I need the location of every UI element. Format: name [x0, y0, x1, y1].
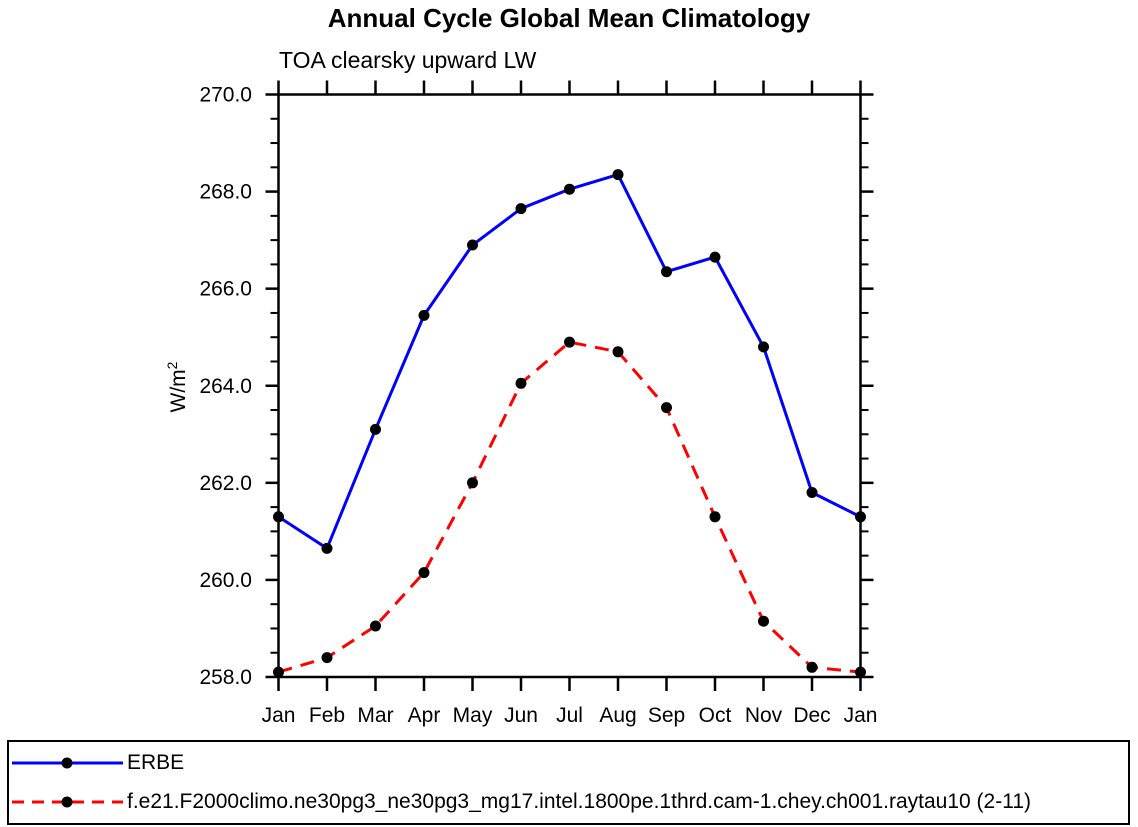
data-point-series-1: [467, 477, 478, 489]
legend: ERBE f.e21.F2000climo.ne30pg3_ne30pg3_mg…: [7, 740, 1130, 825]
data-point-series-0: [709, 251, 721, 263]
data-point-series-1: [806, 661, 818, 673]
x-axis-tick-label: Dec: [793, 704, 830, 727]
x-axis-tick-label: Jul: [556, 704, 583, 727]
data-point-series-1: [612, 346, 624, 358]
data-point-series-0: [515, 203, 527, 215]
legend-swatch-solid-line: [12, 757, 123, 769]
x-axis-tick-label: Aug: [599, 704, 636, 727]
data-point-series-1: [661, 402, 672, 414]
data-point-series-0: [321, 542, 333, 554]
legend-swatch-dashed-line: [12, 796, 123, 808]
data-point-series-1: [758, 615, 769, 627]
data-point-series-1: [418, 567, 430, 579]
plot-frame: [277, 93, 862, 679]
data-point-series-1: [564, 336, 575, 348]
y-axis-tick-label: 268.0: [199, 181, 252, 204]
x-axis-tick-label: Jun: [504, 704, 538, 727]
y-axis-tick-label: 266.0: [199, 278, 252, 301]
x-axis-tick-label: Jan: [262, 704, 296, 727]
y-axis-tick-label: 270.0: [199, 84, 252, 107]
y-axis-tick-label: 262.0: [199, 472, 252, 495]
legend-item-model-run: f.e21.F2000climo.ne30pg3_ne30pg3_mg17.in…: [9, 783, 1128, 821]
y-axis-tick-label: 260.0: [199, 569, 252, 592]
legend-marker-dot: [61, 757, 73, 769]
x-axis-tick-label: May: [453, 704, 493, 727]
data-point-series-0: [758, 341, 769, 353]
data-point-series-1: [370, 620, 381, 632]
chart-subtitle: TOA clearsky upward LW: [279, 47, 537, 73]
x-axis-tick-label: Apr: [408, 704, 441, 727]
data-point-series-0: [418, 309, 430, 321]
y-axis-tick-label: 264.0: [199, 375, 252, 398]
chart-title: Annual Cycle Global Mean Climatology: [327, 3, 811, 33]
legend-label-model-run: f.e21.F2000climo.ne30pg3_ne30pg3_mg17.in…: [127, 790, 1032, 814]
x-axis-tick-label: Jan: [844, 704, 878, 727]
data-point-series-0: [612, 169, 624, 181]
x-axis-tick-label: Sep: [648, 704, 685, 727]
legend-marker-dot: [61, 796, 73, 808]
data-point-series-0: [564, 183, 575, 195]
y-axis-tick-label: 258.0: [199, 666, 252, 689]
x-axis-tick-label: Mar: [357, 704, 393, 727]
data-point-series-0: [370, 423, 381, 435]
line-chart-plot-area: 258.0 260.0 262.0 264.0 266.0 268.0 270.0 Jan Fe…: [199, 80, 878, 727]
data-point-series-0: [806, 487, 818, 498]
data-point-series-1: [515, 377, 527, 389]
legend-label-erbe: ERBE: [127, 750, 185, 774]
data-point-series-1: [709, 511, 721, 523]
data-point-series-0: [661, 266, 672, 278]
legend-item-erbe: ERBE: [9, 744, 1128, 782]
data-point-series-1: [321, 652, 333, 664]
x-axis-tick-label: Feb: [309, 704, 345, 727]
data-point-series-0: [467, 239, 478, 251]
series-line-0: [277, 172, 862, 551]
series-line-1: [278, 340, 861, 674]
x-axis-tick-label: Nov: [745, 704, 783, 727]
x-axis-tick-label: Oct: [699, 704, 732, 727]
